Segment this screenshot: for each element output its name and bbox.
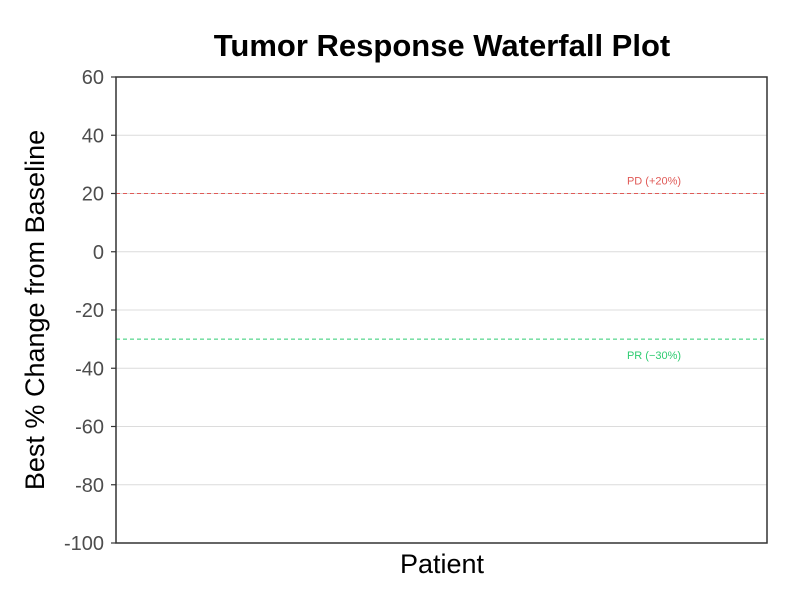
y-tick-label: -40 — [75, 358, 104, 380]
y-tick-label: -60 — [75, 417, 104, 439]
gridlines — [116, 134, 767, 486]
y-tick-label: 20 — [82, 184, 104, 206]
y-tick-label: 0 — [93, 242, 104, 264]
y-tick-label: -20 — [75, 300, 104, 322]
reference-line-label: PR (−30%) — [627, 350, 681, 362]
y-tick-label: -100 — [64, 533, 104, 555]
chart-title: Tumor Response Waterfall Plot — [214, 28, 670, 63]
x-axis-label: Patient — [400, 549, 485, 579]
y-tick-label: 60 — [82, 67, 104, 89]
reference-lines: PD (+20%) PR (−30%) — [116, 176, 767, 362]
reference-line-label: PD (+20%) — [627, 176, 681, 188]
y-tick-label: -80 — [75, 475, 104, 497]
y-tick-label: 40 — [82, 125, 104, 147]
y-axis-ticks: 60 40 20 0 -20 -40 -60 -80 -100 — [64, 67, 116, 555]
y-axis-label: Best % Change from Baseline — [20, 130, 50, 490]
